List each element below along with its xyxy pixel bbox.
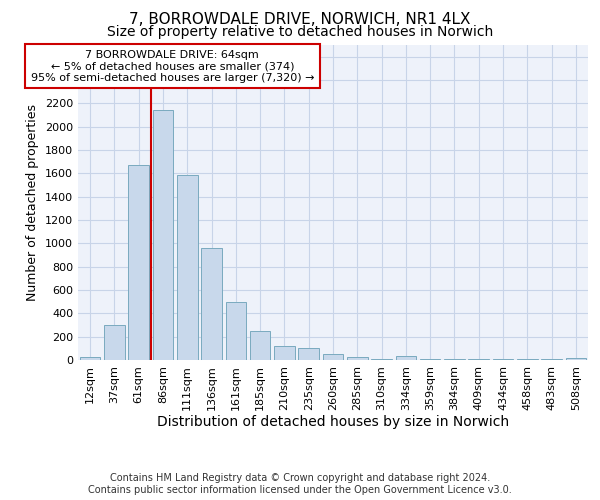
Bar	[80, 357, 100, 360]
Bar	[201, 248, 222, 360]
Bar	[128, 165, 149, 360]
Text: 7 BORROWDALE DRIVE: 64sqm
← 5% of detached houses are smaller (374)
95% of semi-: 7 BORROWDALE DRIVE: 64sqm ← 5% of detach…	[31, 50, 314, 83]
Text: 7, BORROWDALE DRIVE, NORWICH, NR1 4LX: 7, BORROWDALE DRIVE, NORWICH, NR1 4LX	[129, 12, 471, 28]
Bar	[226, 302, 246, 360]
Bar	[347, 356, 368, 360]
Bar	[152, 110, 173, 360]
Bar	[298, 348, 319, 360]
Bar	[104, 325, 125, 360]
Bar	[250, 331, 271, 360]
Y-axis label: Number of detached properties: Number of detached properties	[26, 104, 40, 301]
Bar	[323, 354, 343, 360]
Bar	[395, 356, 416, 360]
Text: Contains HM Land Registry data © Crown copyright and database right 2024.
Contai: Contains HM Land Registry data © Crown c…	[88, 474, 512, 495]
X-axis label: Distribution of detached houses by size in Norwich: Distribution of detached houses by size …	[157, 416, 509, 430]
Bar	[274, 346, 295, 360]
Bar	[566, 358, 586, 360]
Bar	[177, 174, 197, 360]
Text: Size of property relative to detached houses in Norwich: Size of property relative to detached ho…	[107, 25, 493, 39]
